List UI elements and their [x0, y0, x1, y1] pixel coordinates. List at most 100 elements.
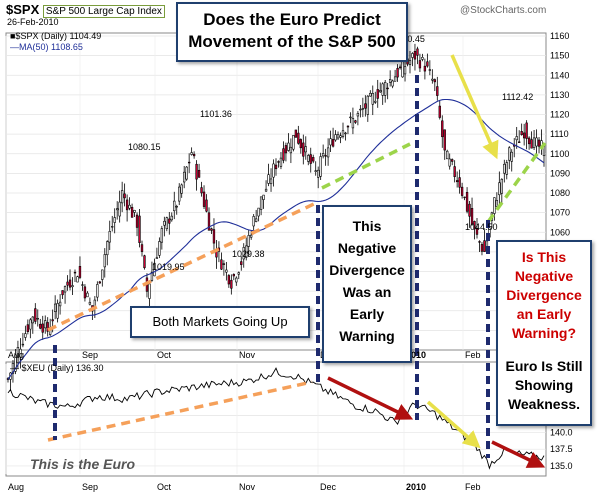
- candle: [324, 148, 327, 166]
- candle: [29, 318, 32, 339]
- candle: [138, 208, 141, 248]
- candle: [277, 160, 280, 168]
- candle: [202, 185, 206, 210]
- candle: [19, 338, 22, 369]
- candle: [232, 273, 235, 281]
- candle: [125, 194, 129, 222]
- candle: [475, 217, 479, 239]
- candle: [431, 69, 434, 84]
- candle: [304, 136, 307, 160]
- symbol-header: $SPX S&P 500 Large Cap Index: [6, 2, 165, 18]
- candle: [460, 182, 464, 199]
- yellow-arrow-upper: [450, 54, 499, 160]
- candle: [351, 107, 355, 135]
- candle: [302, 134, 305, 165]
- candle: [329, 130, 332, 152]
- y-tick-label: 1160: [550, 31, 569, 41]
- candle: [282, 141, 285, 164]
- both-markets-box: Both Markets Going Up: [130, 306, 310, 338]
- candle: [371, 85, 374, 116]
- candle: [41, 315, 44, 340]
- candle: [287, 133, 290, 152]
- y-tick-label: 1150: [550, 51, 569, 61]
- header-date: 26-Feb-2010: [7, 17, 59, 27]
- candle: [416, 46, 419, 65]
- candle: [242, 243, 245, 268]
- candle: [264, 180, 268, 193]
- candle: [58, 294, 62, 315]
- watermark: @StockCharts.com: [460, 5, 547, 16]
- candle: [326, 138, 330, 166]
- x-tick-label: Feb: [465, 350, 481, 360]
- candle: [384, 80, 387, 103]
- candle: [76, 275, 79, 283]
- euro-label: This is the Euro: [30, 456, 136, 472]
- candle: [160, 225, 164, 250]
- candle: [478, 240, 481, 253]
- candle: [319, 152, 322, 180]
- candle: [230, 274, 233, 295]
- euro-line: [7, 367, 545, 470]
- candle: [245, 236, 248, 261]
- candle: [108, 220, 111, 251]
- candle: [128, 197, 131, 211]
- candle: [336, 131, 340, 140]
- x-tick-label: Dec: [320, 482, 337, 492]
- candle: [455, 171, 459, 188]
- red-arrow-lower-2: [491, 440, 546, 468]
- candle: [235, 276, 238, 286]
- weakness-line-2: Showing: [514, 377, 574, 393]
- title-line-1: Does the Euro Predict: [203, 10, 381, 29]
- candle: [500, 178, 503, 205]
- candle: [458, 169, 461, 194]
- weakness-line-1: Euro Is Still: [505, 358, 583, 374]
- candle: [205, 194, 208, 213]
- candle: [257, 207, 260, 222]
- candle: [403, 59, 407, 82]
- candle: [183, 165, 186, 189]
- candle: [495, 192, 499, 208]
- candle: [185, 166, 188, 181]
- candle: [386, 82, 389, 100]
- candle: [83, 284, 87, 302]
- ma50-line: [7, 98, 545, 380]
- candle: [254, 209, 258, 223]
- x-tick-label: Sep: [82, 350, 98, 360]
- candle: [227, 274, 231, 288]
- candle: [346, 125, 350, 135]
- candle: [331, 127, 335, 148]
- candle: [339, 132, 342, 144]
- candle: [269, 168, 273, 192]
- candle: [73, 269, 77, 283]
- candle: [480, 242, 484, 256]
- candle: [314, 161, 317, 176]
- x-tick-label: 2010: [406, 482, 426, 492]
- candle: [68, 269, 72, 291]
- candle: [155, 247, 159, 259]
- candle: [356, 111, 360, 126]
- legend-euro: — $XEU (Daily) 136.30: [10, 363, 104, 373]
- candle: [369, 90, 372, 97]
- candle: [279, 151, 283, 170]
- candle: [53, 295, 57, 320]
- candle: [374, 91, 377, 104]
- question-line-5: Warning?: [511, 325, 577, 341]
- y-tick-label: 1120: [550, 110, 569, 120]
- x-tick-label: 2010: [406, 350, 426, 360]
- candle: [175, 204, 178, 215]
- candle: [259, 196, 263, 216]
- red-arrow-lower-1: [327, 376, 414, 420]
- orange-trend-lower: [47, 380, 313, 442]
- x-tick-label: Oct: [157, 350, 172, 360]
- candle: [448, 153, 451, 170]
- peak-label: 1101.36: [200, 109, 232, 119]
- question-line-4: an Early: [516, 306, 572, 322]
- y-tick-label: 135.0: [550, 461, 573, 471]
- candle: [423, 58, 427, 80]
- candle: [312, 154, 315, 164]
- weakness-line-3: Weakness.: [507, 396, 581, 412]
- candle: [118, 190, 121, 223]
- candle: [63, 285, 67, 304]
- divergence-line-3: Divergence: [329, 262, 405, 278]
- candle: [297, 125, 300, 145]
